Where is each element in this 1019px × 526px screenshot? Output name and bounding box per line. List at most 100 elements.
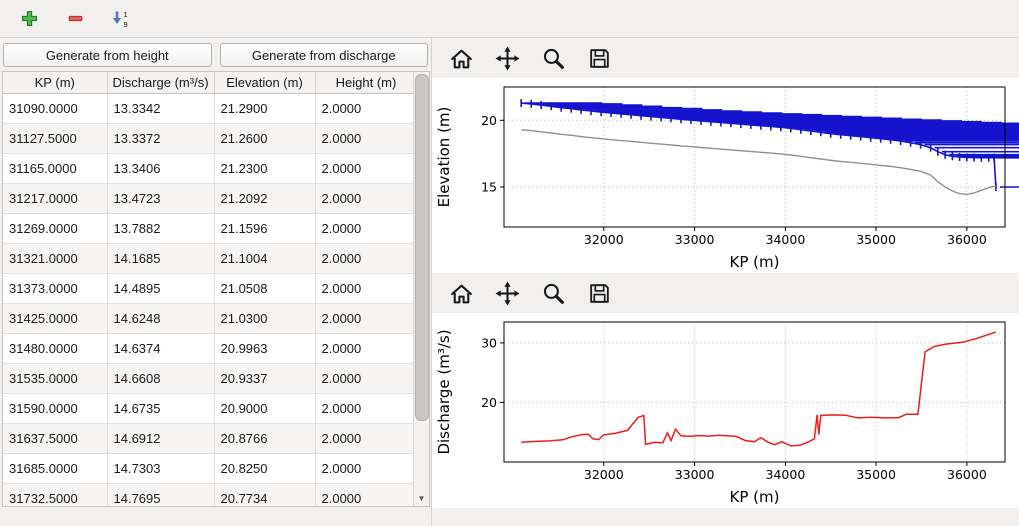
table-row[interactable]: 31685.0000 14.7303 20.8250 2.0000 [3, 453, 418, 484]
generate-from-discharge-button[interactable]: Generate from discharge [219, 43, 428, 67]
table-cell[interactable]: 2.0000 [315, 393, 418, 424]
table-cell[interactable]: 14.6735 [107, 393, 215, 424]
table-cell[interactable]: 2.0000 [315, 183, 418, 214]
table-cell[interactable]: 13.3342 [107, 93, 215, 124]
table-row[interactable]: 31127.5000 13.3372 21.2600 2.0000 [3, 123, 418, 154]
svg-text:32000: 32000 [584, 467, 624, 482]
table-cell[interactable]: 14.6248 [107, 303, 215, 334]
table-cell[interactable]: 31321.0000 [3, 243, 108, 274]
table-cell[interactable]: 2.0000 [315, 273, 418, 304]
pan-button[interactable] [492, 43, 522, 73]
table-row[interactable]: 31732.5000 14.7695 20.7734 2.0000 [3, 483, 418, 506]
table-row[interactable]: 31425.0000 14.6248 21.0300 2.0000 [3, 303, 418, 334]
table-cell[interactable]: 31373.0000 [3, 273, 108, 304]
column-header[interactable]: Elevation (m) [214, 72, 316, 94]
table-cell[interactable]: 14.4895 [107, 273, 215, 304]
table-cell[interactable]: 14.6608 [107, 363, 215, 394]
table-cell[interactable]: 20.9963 [214, 333, 316, 364]
column-header[interactable]: KP (m) [3, 72, 108, 94]
table-row[interactable]: 31165.0000 13.3406 21.2300 2.0000 [3, 153, 418, 184]
table-cell[interactable]: 31217.0000 [3, 183, 108, 214]
svg-text:30: 30 [481, 335, 497, 350]
table-cell[interactable]: 2.0000 [315, 303, 418, 334]
table-row[interactable]: 31321.0000 14.1685 21.1004 2.0000 [3, 243, 418, 274]
table-cell[interactable]: 20.8250 [214, 453, 316, 484]
table-row[interactable]: 31269.0000 13.7882 21.1596 2.0000 [3, 213, 418, 244]
table-cell[interactable]: 21.2092 [214, 183, 316, 214]
table-cell[interactable]: 21.2300 [214, 153, 316, 184]
table-cell[interactable]: 2.0000 [315, 423, 418, 454]
table-cell[interactable]: 2.0000 [315, 243, 418, 274]
table-cell[interactable]: 13.3372 [107, 123, 215, 154]
table-row[interactable]: 31090.0000 13.3342 21.2900 2.0000 [3, 93, 418, 124]
add-row-button[interactable] [16, 7, 42, 31]
table-cell[interactable]: 20.9337 [214, 363, 316, 394]
table-cell[interactable]: 14.6374 [107, 333, 215, 364]
table-cell[interactable]: 2.0000 [315, 453, 418, 484]
table-cell[interactable]: 31090.0000 [3, 93, 108, 124]
table-cell[interactable]: 21.2600 [214, 123, 316, 154]
home-button[interactable] [446, 278, 476, 308]
discharge-plot[interactable]: 32000 33000 34000 35000 36000 20 30 KP (m) Disch… [432, 313, 1019, 508]
save-button[interactable] [584, 43, 614, 73]
plus-icon [21, 11, 37, 26]
table-cell[interactable]: 31269.0000 [3, 213, 108, 244]
generate-from-height-button[interactable]: Generate from height [3, 43, 212, 67]
column-header[interactable]: Height (m) [315, 72, 418, 94]
table-cell[interactable]: 31165.0000 [3, 153, 108, 184]
table-cell[interactable]: 2.0000 [315, 333, 418, 364]
home-button[interactable] [446, 43, 476, 73]
table-cell[interactable]: 31535.0000 [3, 363, 108, 394]
table-cell[interactable]: 31590.0000 [3, 393, 108, 424]
table-cell[interactable]: 13.7882 [107, 213, 215, 244]
sort-button[interactable]: 1 9 [108, 7, 134, 31]
table-row[interactable]: 31480.0000 14.6374 20.9963 2.0000 [3, 333, 418, 364]
table-cell[interactable]: 21.1596 [214, 213, 316, 244]
discharge-figure[interactable]: 32000 33000 34000 35000 36000 20 30 KP (m) Disch… [432, 313, 1019, 508]
table-row[interactable]: 31217.0000 13.4723 21.2092 2.0000 [3, 183, 418, 214]
table-cell[interactable]: 21.0300 [214, 303, 316, 334]
table-cell[interactable]: 31425.0000 [3, 303, 108, 334]
elevation-plot-toolbar [432, 38, 1019, 78]
table-cell[interactable]: 31637.5000 [3, 423, 108, 454]
table-cell[interactable]: 2.0000 [315, 483, 418, 506]
vertical-scrollbar[interactable]: ▼ [413, 72, 429, 506]
remove-row-button[interactable] [62, 7, 88, 31]
table-cell[interactable]: 14.7303 [107, 453, 215, 484]
table-cell[interactable]: 20.9000 [214, 393, 316, 424]
table-cell[interactable]: 31480.0000 [3, 333, 108, 364]
zoom-button[interactable] [538, 278, 568, 308]
save-icon [589, 283, 609, 303]
table-cell[interactable]: 21.1004 [214, 243, 316, 274]
zoom-button[interactable] [538, 43, 568, 73]
scrollbar-down-arrow-icon[interactable]: ▼ [417, 493, 426, 503]
table-row[interactable]: 31373.0000 14.4895 21.0508 2.0000 [3, 273, 418, 304]
table-cell[interactable]: 2.0000 [315, 213, 418, 244]
table-row[interactable]: 31637.5000 14.6912 20.8766 2.0000 [3, 423, 418, 454]
table-cell[interactable]: 21.0508 [214, 273, 316, 304]
table-cell[interactable]: 14.7695 [107, 483, 215, 506]
table-cell[interactable]: 31685.0000 [3, 453, 108, 484]
table-cell[interactable]: 13.3406 [107, 153, 215, 184]
table-cell[interactable]: 20.8766 [214, 423, 316, 454]
table-cell[interactable]: 31732.5000 [3, 483, 108, 506]
table-cell[interactable]: 14.6912 [107, 423, 215, 454]
table-cell[interactable]: 31127.5000 [3, 123, 108, 154]
table-cell[interactable]: 13.4723 [107, 183, 215, 214]
sort-numeric-icon: 1 9 [113, 10, 128, 28]
scrollbar-thumb[interactable] [415, 74, 429, 421]
pan-button[interactable] [492, 278, 522, 308]
table-cell[interactable]: 2.0000 [315, 363, 418, 394]
table-cell[interactable]: 20.7734 [214, 483, 316, 506]
table-cell[interactable]: 2.0000 [315, 93, 418, 124]
elevation-plot[interactable]: 32000 33000 34000 35000 36000 15 20 KP (m) Eleva… [432, 78, 1019, 273]
table-row[interactable]: 31535.0000 14.6608 20.9337 2.0000 [3, 363, 418, 394]
column-header[interactable]: Discharge (m³/s) [107, 72, 215, 94]
elevation-figure[interactable]: 32000 33000 34000 35000 36000 15 20 KP (m) Eleva… [432, 78, 1019, 273]
table-cell[interactable]: 21.2900 [214, 93, 316, 124]
table-cell[interactable]: 2.0000 [315, 153, 418, 184]
table-cell[interactable]: 2.0000 [315, 123, 418, 154]
table-cell[interactable]: 14.1685 [107, 243, 215, 274]
table-row[interactable]: 31590.0000 14.6735 20.9000 2.0000 [3, 393, 418, 424]
save-button[interactable] [584, 278, 614, 308]
